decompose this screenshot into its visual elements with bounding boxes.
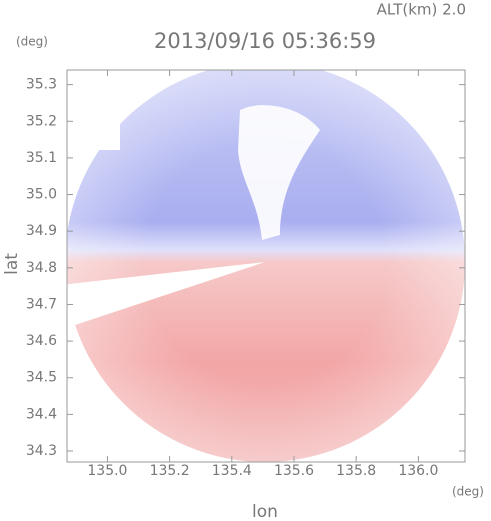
y-tick-label: 34.6: [26, 333, 57, 349]
y-tick-label: 35.1: [26, 150, 57, 166]
x-tick-label: 135.8: [336, 463, 376, 479]
x-tick-label: 135.6: [274, 463, 314, 479]
y-tick-label: 35.0: [26, 187, 57, 203]
x-tick-label: 135.4: [212, 463, 252, 479]
y-tick-label: 34.8: [26, 260, 57, 276]
plot-frame: [66, 69, 466, 463]
y-tick-label: 34.7: [26, 296, 57, 312]
y-tick-label: 34.5: [26, 370, 57, 386]
y-axis-label: lat: [2, 253, 22, 275]
x-tick-label: 135.2: [150, 463, 190, 479]
x-tick-label: 136.0: [398, 463, 438, 479]
x-unit: (deg): [452, 485, 484, 499]
y-unit: (deg): [16, 35, 48, 49]
radar-field: [67, 70, 465, 462]
x-tick-label: 135.0: [87, 463, 127, 479]
x-axis-label: lon: [252, 502, 278, 521]
chart-title: 2013/09/16 05:36:59: [154, 29, 376, 53]
y-tick-label: 34.4: [26, 406, 57, 422]
y-tick-label: 35.3: [26, 77, 57, 93]
y-tick-label: 34.9: [26, 223, 57, 239]
altitude-label: ALT(km) 2.0: [377, 1, 466, 19]
y-tick-label: 34.3: [26, 443, 57, 459]
y-tick-label: 35.2: [26, 113, 57, 129]
